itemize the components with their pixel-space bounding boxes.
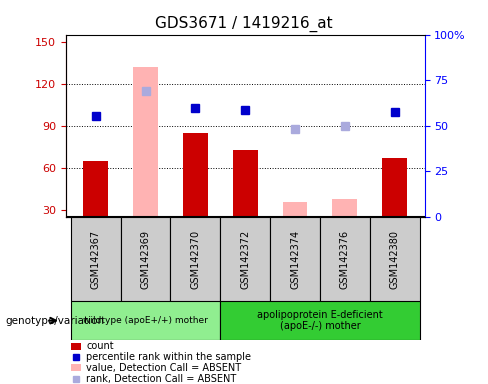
Text: GSM142370: GSM142370 [190,230,201,289]
Bar [233,150,258,217]
Text: genotype/variation: genotype/variation [5,316,104,326]
FancyBboxPatch shape [121,217,170,301]
Bar [382,158,407,217]
Bar [283,202,307,217]
FancyBboxPatch shape [220,301,420,340]
Bar [83,161,108,217]
FancyBboxPatch shape [71,217,121,301]
Text: GSM142369: GSM142369 [141,230,151,289]
FancyBboxPatch shape [71,301,220,340]
FancyBboxPatch shape [170,217,220,301]
Text: percentile rank within the sample: percentile rank within the sample [86,352,251,362]
Text: GSM142367: GSM142367 [91,230,101,289]
Text: GSM142380: GSM142380 [390,230,400,289]
FancyBboxPatch shape [270,217,320,301]
Text: GSM142372: GSM142372 [240,230,250,289]
FancyBboxPatch shape [370,217,420,301]
Text: count: count [86,341,114,351]
Text: rank, Detection Call = ABSENT: rank, Detection Call = ABSENT [86,374,237,384]
Bar [183,133,208,217]
Text: value, Detection Call = ABSENT: value, Detection Call = ABSENT [86,363,242,373]
Text: GSM142376: GSM142376 [340,230,350,289]
Text: wildtype (apoE+/+) mother: wildtype (apoE+/+) mother [83,316,208,325]
Bar [332,199,357,217]
Text: apolipoprotein E-deficient
(apoE-/-) mother: apolipoprotein E-deficient (apoE-/-) mot… [257,310,383,331]
Bar [133,67,158,217]
FancyBboxPatch shape [320,217,370,301]
FancyBboxPatch shape [220,217,270,301]
Text: GDS3671 / 1419216_at: GDS3671 / 1419216_at [155,15,333,31]
Text: GSM142374: GSM142374 [290,230,300,289]
